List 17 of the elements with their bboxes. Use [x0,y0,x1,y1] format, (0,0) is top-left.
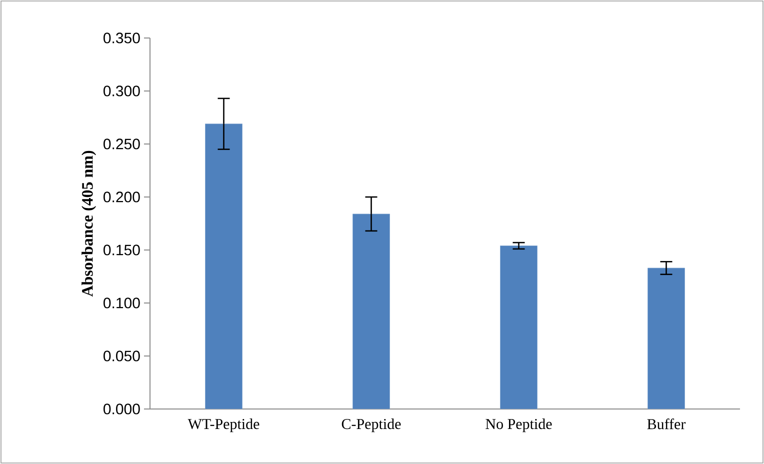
y-tick-label: 0.250 [104,138,140,150]
x-tick-label: C-Peptide [342,418,401,432]
y-tick-label: 0.350 [104,32,140,44]
y-tick-label: 0.000 [104,404,140,414]
bar [352,214,390,409]
x-tick-label: No Peptide [486,418,552,432]
bar [648,268,685,409]
bar [205,124,242,409]
y-tick-label: 0.300 [104,86,140,96]
x-tick-label: Buffer [647,418,686,430]
y-axis-title: Absorbance (405 nm) [82,150,96,297]
bar [500,246,538,409]
y-tick-label: 0.150 [104,244,140,256]
x-tick-label: WT-Peptide [188,418,260,432]
y-tick-label: 0.200 [104,192,140,202]
y-tick-label: 0.050 [104,350,140,362]
y-tick-label: 0.100 [104,298,140,308]
